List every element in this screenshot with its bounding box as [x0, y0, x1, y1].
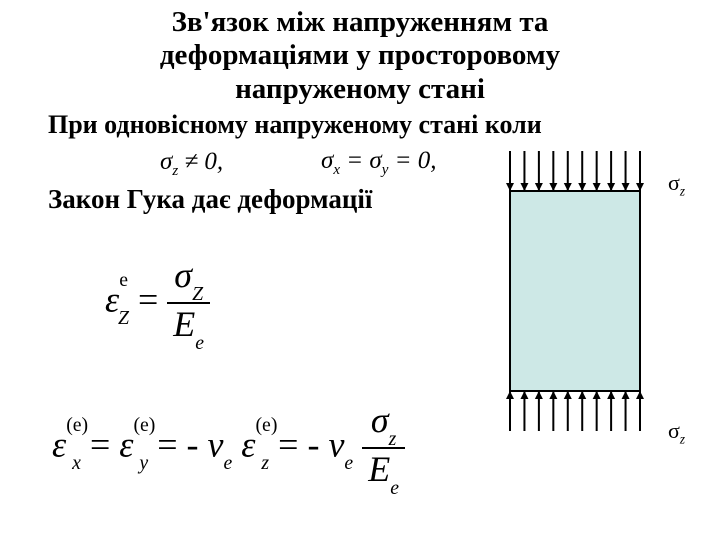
sigma-label-top: σz — [668, 170, 685, 199]
title-line2: деформаціями у просторовому — [160, 39, 560, 71]
condition-1: σz ≠ 0, — [160, 148, 223, 180]
subtitle: При одновісному напруженому стані коли — [0, 106, 720, 140]
title-line3: напруженому стані — [235, 73, 485, 105]
equation-1: εeZ = σZ Ee — [105, 257, 210, 349]
sigma-label-bottom: σz — [668, 418, 685, 447]
equation-2: ε(e)x = ε(e)y = - νe ε(e)z = - νe σz Ee — [52, 402, 405, 494]
stress-diagram — [500, 147, 670, 452]
hooke-law-text: Закон Гука дає деформації — [48, 184, 372, 215]
title-line1: Зв'язок між напруженням та — [172, 6, 549, 38]
condition-2: σx = σy = 0, — [321, 147, 437, 179]
